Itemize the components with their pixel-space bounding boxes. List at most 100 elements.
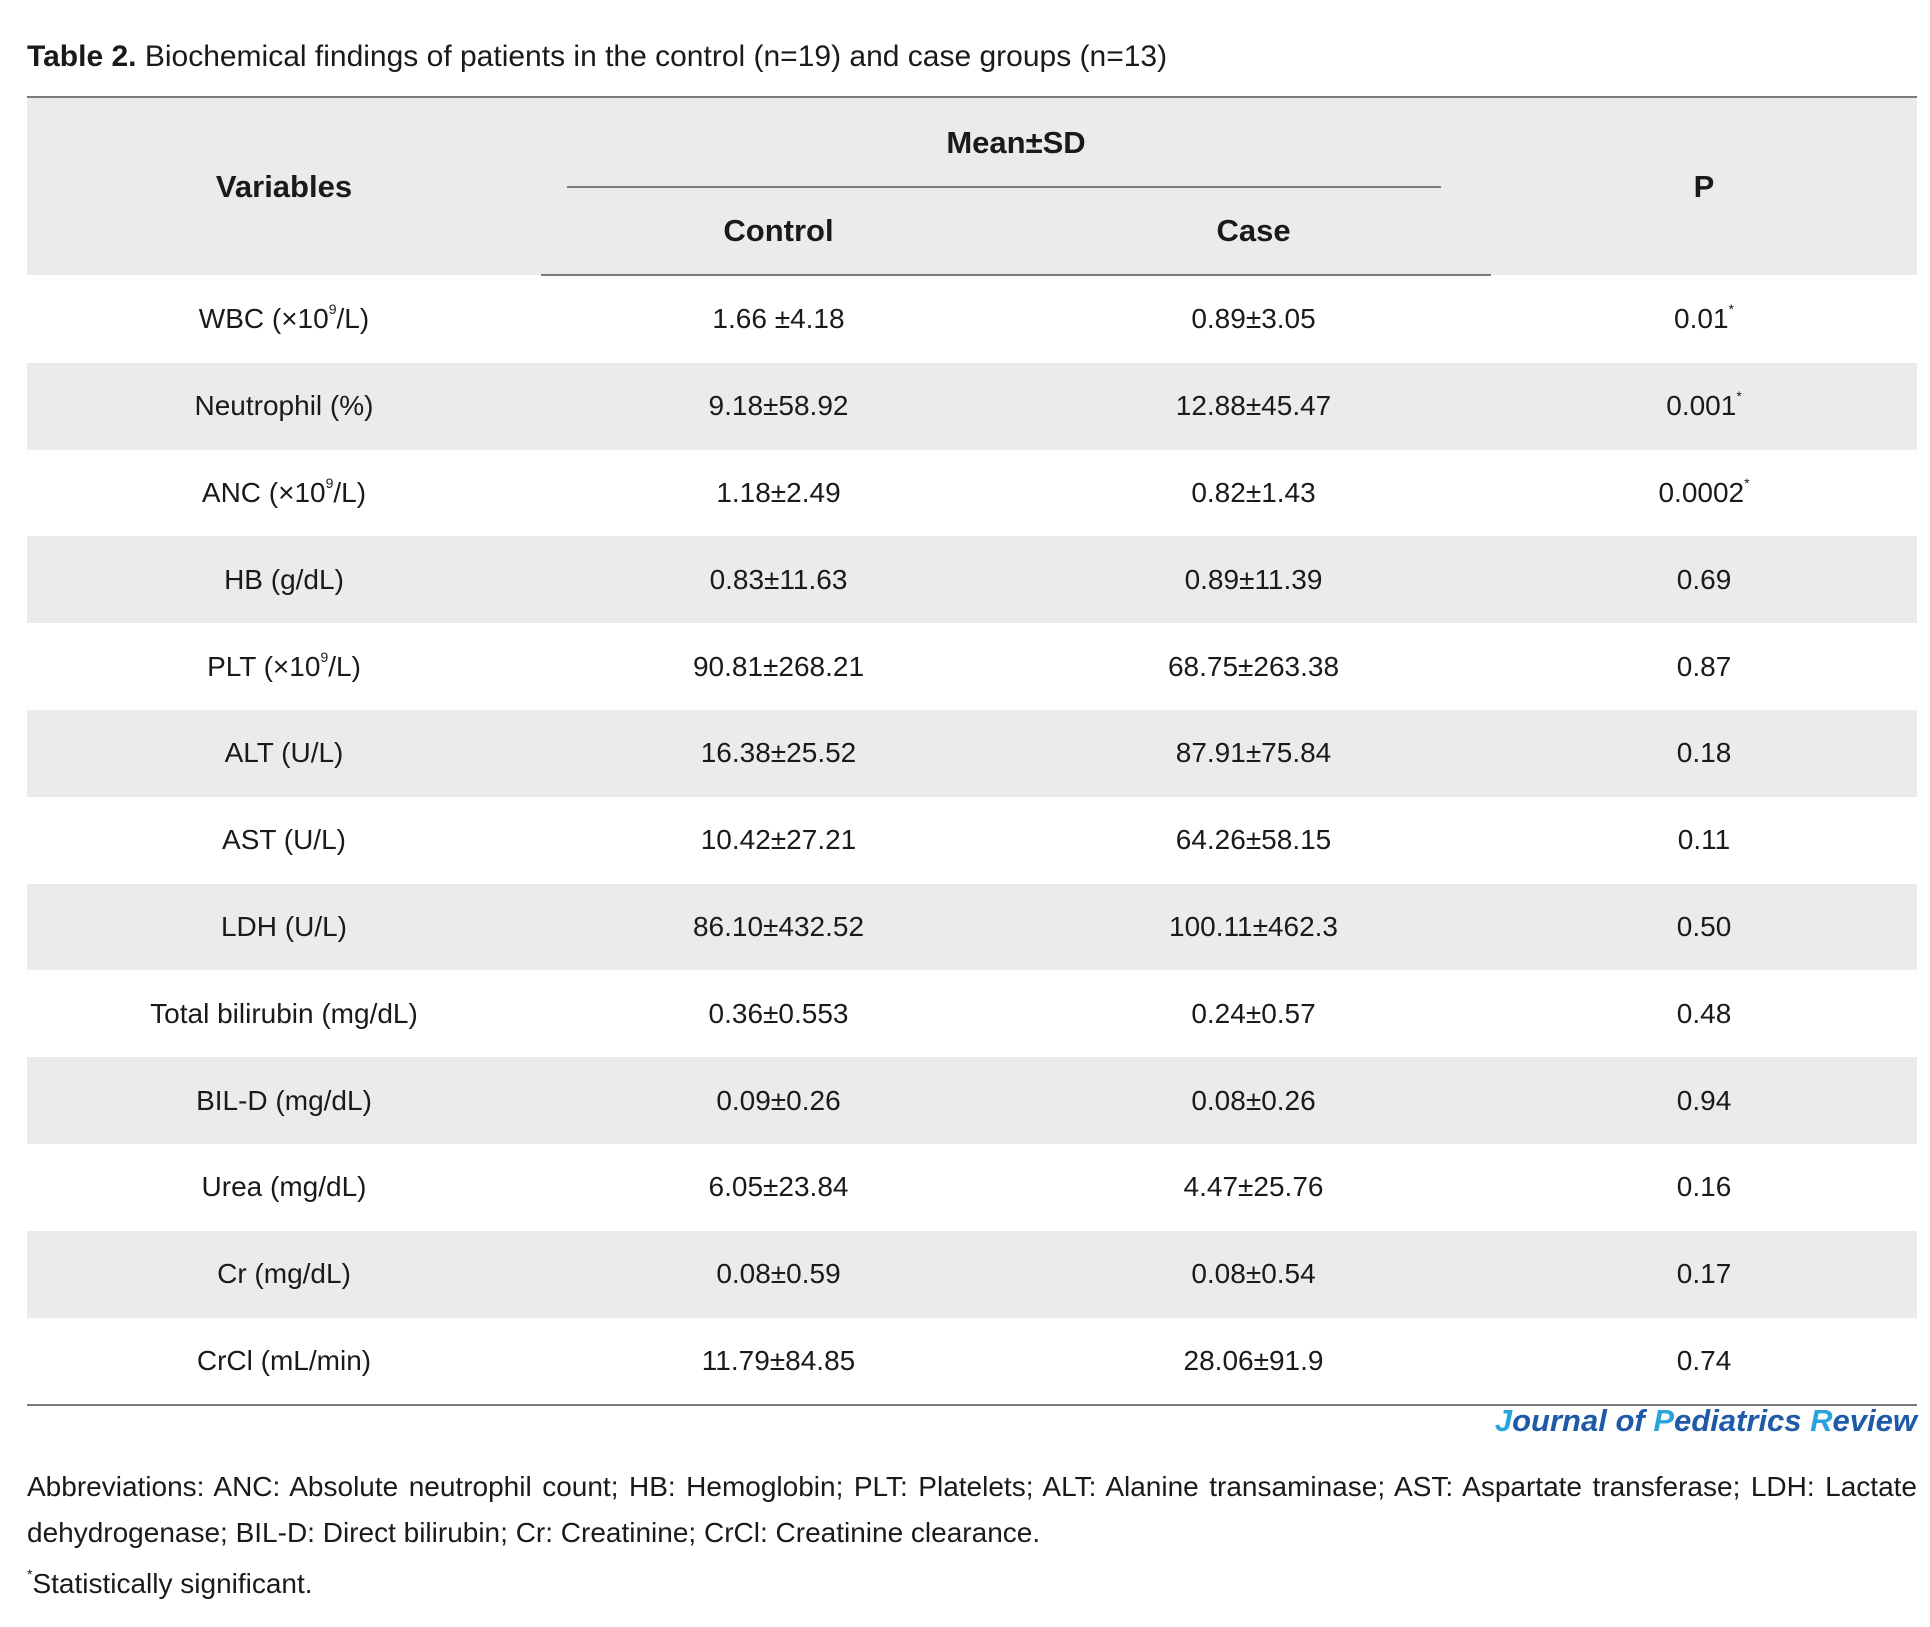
cell-control: 9.18±58.92 [541,362,1016,450]
variable-label: AST (U/L) [222,824,346,856]
cell-p-value: 0.001* [1491,362,1918,450]
cell-variable: AST (U/L) [27,797,541,884]
p-value: 0.74 [1676,1344,1732,1376]
cell-variable: Neutrophil (%) [27,362,541,450]
table-row: CrCl (mL/min) 11.79±84.85 28.06±91.9 0.74 [27,1317,1918,1407]
table-row: LDH (U/L) 86.10±432.52 100.11±462.3 0.50 [27,883,1918,971]
table-header: Variables Mean±SD P Control Case [27,96,1918,276]
header-variables: Variables [27,96,541,275]
table-row: Cr (mg/dL) 0.08±0.59 0.08±0.54 0.17 [27,1230,1918,1318]
cell-p-value: 0.17 [1491,1230,1918,1318]
table-row: Total bilirubin (mg/dL) 0.36±0.553 0.24±0.… [27,970,1917,1057]
p-value: 0.94 [1676,1084,1732,1116]
cell-p-value: 0.48 [1491,970,1917,1057]
cell-case: 0.08±0.54 [1016,1230,1492,1318]
cell-variable: CrCl (mL/min) [27,1317,541,1407]
abbreviations-note: Abbreviations: ANC: Absolute neutrophil … [27,1471,1917,1548]
cell-control: 1.18±2.49 [716,476,841,508]
header-case: Case [1016,187,1492,276]
cell-control: 90.81±268.21 [692,650,865,682]
cell-p-value: 0.18 [1491,709,1918,797]
cell-variable: ALT (U/L) [27,709,541,797]
p-value: 0.01 [1674,302,1729,334]
table-row: PLT (×109/L) 90.81±268.21 68.75±263.38 0.87 [27,623,1917,710]
significance-mark: * [1744,474,1750,491]
p-value: 0.001 [1666,390,1737,422]
journal-part-2: ediatrics [1674,1403,1811,1438]
header-mean-sd-label: Mean±SD [946,124,1086,160]
variable-label: Total bilirubin (mg/dL) [150,997,418,1029]
p-value: 0.50 [1676,910,1732,942]
p-value: 0.0002 [1658,476,1745,508]
header-group-rule [567,186,1442,188]
table-row: Urea (mg/dL) 6.05±23.84 4.47±25.76 0.16 [27,1144,1917,1231]
cell-variable: PLT (×109/L) [27,623,541,710]
variable-label: BIL-D (mg/dL) [196,1084,372,1116]
p-value: 0.11 [1677,824,1731,856]
table-row: WBC (×109/L) 1.66 ±4.18 0.89±3.05 0.01* [27,275,1917,363]
p-value: 0.17 [1676,1258,1732,1290]
footnote-mark: * [27,1566,33,1582]
journal-name: Journal of Pediatrics Review [1495,1403,1917,1439]
significance-mark: * [1736,388,1742,405]
cell-case: 0.24±0.57 [1191,997,1316,1029]
footnote-text: Statistically significant. [32,1568,313,1599]
cell-case: 68.75±263.38 [1167,650,1340,682]
variable-unit: /L) [336,302,370,334]
header-p: P [1491,96,1918,275]
cell-control: 0.09±0.26 [541,1057,1016,1144]
variable-exponent: 9 [328,300,337,317]
variable-exponent: 9 [325,474,334,491]
table-row: BIL-D (mg/dL) 0.09±0.26 0.08±0.26 0.94 [27,1057,1918,1144]
cell-case: 4.47±25.76 [1183,1171,1324,1203]
table-row: ANC (×109/L) 1.18±2.49 0.82±1.43 0.0002* [27,450,1917,537]
table-row: AST (U/L) 10.42±27.21 64.26±58.15 0.11 [27,797,1917,884]
variable-label: Cr (mg/dL) [217,1258,351,1290]
journal-part-1: ournal of [1512,1403,1654,1438]
cell-control: 0.08±0.59 [541,1230,1016,1318]
journal-letter-r: R [1810,1403,1833,1438]
journal-letter-p: P [1653,1403,1675,1438]
cell-case: 12.88±45.47 [1016,362,1492,450]
variable-label: CrCl (mL/min) [196,1344,372,1376]
variable-exponent: 9 [320,648,329,665]
cell-variable: Urea (mg/dL) [27,1144,541,1231]
cell-variable: HB (g/dL) [27,536,541,624]
cell-case: 0.89±3.05 [1191,303,1316,335]
table-row: ALT (U/L) 16.38±25.52 87.91±75.84 0.18 [27,709,1918,797]
cell-control: 0.36±0.553 [708,997,849,1029]
p-value: 0.87 [1676,650,1732,682]
table-row: HB (g/dL) 0.83±11.63 0.89±11.39 0.69 [27,536,1918,624]
cell-variable: LDH (U/L) [27,883,541,971]
cell-control: 16.38±25.52 [541,709,1016,797]
cell-case: 0.08±0.26 [1016,1057,1492,1144]
cell-variable: Total bilirubin (mg/dL) [27,970,541,1057]
table-caption: Table 2. Biochemical findings of patient… [27,38,1167,76]
variable-label: ANC (×10 [201,476,326,508]
p-value: 0.69 [1676,563,1732,595]
cell-p-value: 0.94 [1491,1057,1918,1144]
variable-label: HB (g/dL) [224,563,344,595]
variable-unit: /L) [333,476,367,508]
cell-variable: Cr (mg/dL) [27,1230,541,1318]
cell-p-value: 0.0002* [1491,450,1917,537]
cell-p-value: 0.11 [1491,797,1917,884]
variable-label: PLT (×10 [207,650,321,682]
significance-footnote: *Statistically significant. [27,1566,313,1602]
data-table-wrapper: Variables Mean±SD P Control Case WBC (×1… [27,96,1918,1407]
cell-control: 1.66 ±4.18 [712,303,845,335]
header-mean-sd: Mean±SD [541,96,1492,188]
table-caption-label: Table 2. [27,40,137,73]
cell-case: 100.11±462.3 [1016,883,1492,971]
variable-label: LDH (U/L) [220,910,347,942]
table-row: Neutrophil (%) 9.18±58.92 12.88±45.47 0.001… [27,362,1918,450]
cell-p-value: 0.69 [1491,536,1918,624]
cell-control: 0.83±11.63 [541,536,1016,624]
p-value: 0.48 [1676,997,1732,1029]
cell-variable: WBC (×109/L) [27,275,541,363]
cell-p-value: 0.87 [1491,623,1917,710]
variable-unit: /L) [328,650,361,682]
journal-letter-j: J [1494,1403,1513,1438]
table-body: WBC (×109/L) 1.66 ±4.18 0.89±3.05 0.01 * Neut… [27,275,1918,1407]
table-caption-text: Biochemical findings of patients in the … [144,40,1168,73]
